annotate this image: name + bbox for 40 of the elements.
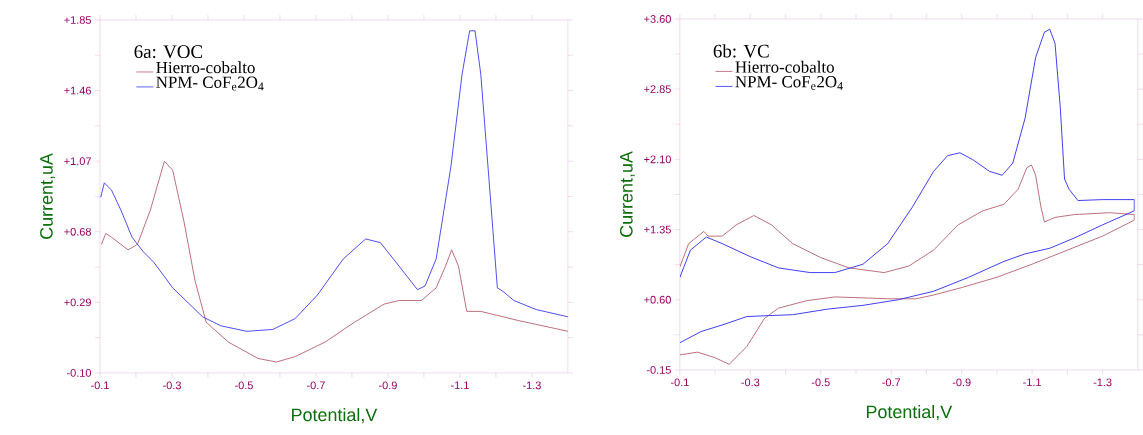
x-tick-label: -0.7 (306, 381, 325, 390)
y-tick-label: +2.85 (644, 85, 671, 94)
y-tick-label: +0.68 (64, 227, 91, 236)
x-tick-label: -0.3 (163, 381, 181, 390)
x-tick-label: -0.1 (670, 378, 689, 387)
y-tick-label: +1.07 (64, 157, 91, 166)
x-tick-label: -1.1 (1023, 378, 1042, 387)
x-tick-label: -0.5 (235, 381, 253, 390)
x-axis-title: Potential,V (866, 405, 953, 421)
y-axis-title: Current,uA (619, 151, 635, 237)
legend-title: 6a: VOC (134, 45, 203, 59)
y-tick-label: +1.46 (64, 86, 91, 95)
y-tick-label: -0.10 (66, 369, 92, 377)
x-tick-label: -0.5 (811, 378, 830, 387)
legend-title: 6b: VC (713, 44, 769, 58)
line-series (100, 30, 568, 332)
y-tick-label: +3.60 (644, 15, 671, 23)
y-tick-label: +1.35 (644, 225, 671, 234)
y-tick-label: -0.15 (646, 366, 671, 374)
y-tick-label: +1.85 (64, 16, 91, 24)
y-tick-label: +0.29 (64, 298, 91, 307)
x-axis-title: Potential,V (292, 408, 378, 424)
legend-label: NPM- CoF$_{e}$2O$_{4}$ (735, 76, 843, 91)
y-tick-label: +2.10 (644, 155, 671, 164)
x-tick-label: -0.9 (952, 378, 971, 387)
legend-label: NPM- CoF$_{e}$2O$_{4}$ (156, 76, 264, 91)
line-series (100, 160, 568, 363)
x-tick-label: -1.3 (1093, 378, 1112, 387)
x-tick-label: -1.1 (450, 381, 469, 390)
line-series (679, 28, 1135, 344)
x-tick-label: -0.7 (882, 378, 901, 387)
line-series (679, 164, 1135, 365)
x-tick-label: -0.9 (378, 381, 397, 390)
legend-label: Hierro-cobalto (735, 60, 834, 73)
x-tick-label: -1.3 (522, 381, 541, 390)
y-axis-title: Current,uA (40, 153, 55, 239)
x-tick-label: -0.3 (741, 378, 760, 387)
y-tick-label: +0.60 (644, 295, 671, 304)
x-tick-label: -0.1 (91, 381, 109, 390)
legend-label: Hierro-cobalto (156, 61, 255, 74)
